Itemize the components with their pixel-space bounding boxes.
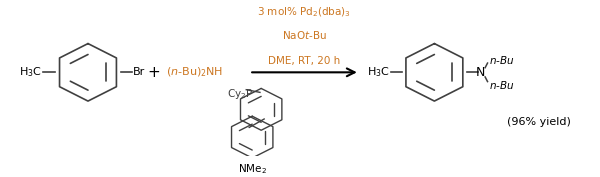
Text: ($n$-Bu)$_2$NH: ($n$-Bu)$_2$NH (166, 65, 223, 79)
Text: NaO$\it{t}$-Bu: NaO$\it{t}$-Bu (282, 29, 327, 41)
Text: H$_3$C: H$_3$C (19, 65, 42, 79)
Text: $n$-Bu: $n$-Bu (490, 79, 515, 91)
Text: H$_3$C: H$_3$C (367, 65, 389, 79)
Text: Br: Br (133, 67, 145, 77)
Text: +: + (148, 65, 160, 80)
Text: $n$-Bu: $n$-Bu (490, 54, 515, 66)
Text: (96% yield): (96% yield) (507, 117, 571, 127)
Text: NMe$_2$: NMe$_2$ (238, 163, 267, 176)
Text: DME, RT, 20 h: DME, RT, 20 h (268, 56, 341, 66)
Text: N: N (476, 66, 485, 79)
Text: 3 mol% Pd$_2$(dba)$_3$: 3 mol% Pd$_2$(dba)$_3$ (257, 5, 352, 19)
Text: Cy$_2$P: Cy$_2$P (227, 87, 253, 101)
